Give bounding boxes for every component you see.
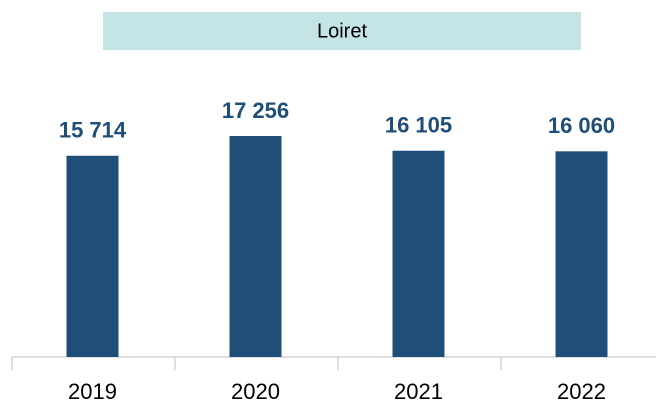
- x-tick-label: 2022: [557, 379, 606, 404]
- value-label: 17 256: [222, 98, 289, 123]
- value-label: 15 714: [59, 118, 127, 143]
- bar: [229, 136, 282, 357]
- value-label: 16 105: [385, 113, 452, 138]
- x-tick-label: 2021: [394, 379, 443, 404]
- chart-title: Loiret: [317, 20, 367, 42]
- bar: [66, 155, 119, 357]
- bar: [392, 150, 445, 357]
- x-tick-label: 2019: [68, 379, 117, 404]
- x-tick-label: 2020: [231, 379, 280, 404]
- bar: [555, 151, 608, 357]
- title-box: [103, 12, 581, 50]
- value-label: 16 060: [548, 113, 615, 138]
